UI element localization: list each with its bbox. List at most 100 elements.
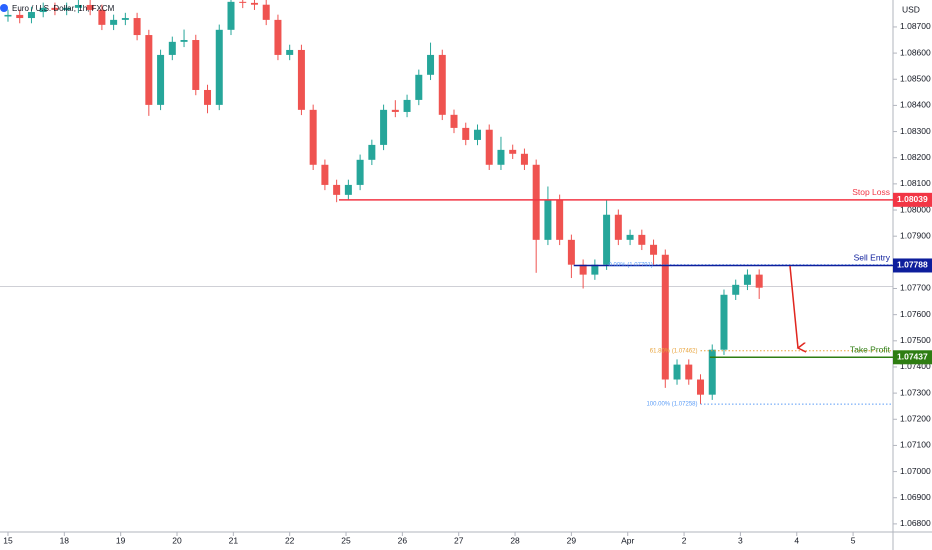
y-tick-label: 1.08100 xyxy=(900,178,931,188)
candle-body xyxy=(462,127,470,140)
level-price-tag xyxy=(893,258,932,273)
y-tick-label: 1.07100 xyxy=(900,440,931,450)
candle-body xyxy=(567,239,575,265)
candle-body xyxy=(145,35,153,105)
x-tick-label: 20 xyxy=(172,535,182,545)
candle-body xyxy=(121,18,129,20)
candle-body xyxy=(309,109,317,165)
x-tick-label: 2 xyxy=(682,535,687,545)
candle-body xyxy=(4,14,12,17)
candle-body xyxy=(98,9,106,25)
candle-body xyxy=(368,144,376,160)
candle-body xyxy=(720,294,728,350)
candle-body xyxy=(743,274,751,285)
x-tick-label: 21 xyxy=(229,535,239,545)
candle-body xyxy=(638,234,646,245)
y-tick-label: 1.08200 xyxy=(900,152,931,162)
x-tick-label: 4 xyxy=(794,535,799,545)
candle-body xyxy=(532,164,540,240)
y-tick-label: 1.06900 xyxy=(900,492,931,502)
candle-body xyxy=(591,264,599,275)
y-tick-label: 1.07600 xyxy=(900,309,931,319)
candle-body xyxy=(614,214,622,240)
y-tick-label: 1.08700 xyxy=(900,21,931,31)
level-label: Stop Loss xyxy=(852,187,890,197)
candle-body xyxy=(333,184,341,195)
candle-body xyxy=(755,274,763,288)
direction-arrow xyxy=(789,265,798,348)
fib-level-label: 100.00% (1.07258) xyxy=(646,402,697,408)
candle-body xyxy=(544,199,552,240)
candle-body xyxy=(520,153,528,165)
candle-body xyxy=(297,49,305,110)
candle-body xyxy=(626,234,634,240)
y-tick-label: 1.08600 xyxy=(900,47,931,57)
y-tick-label: 1.08300 xyxy=(900,126,931,136)
x-tick-label: 15 xyxy=(3,535,13,545)
candle-body xyxy=(39,7,47,13)
level-label: Sell Entry xyxy=(854,253,891,263)
candle-body xyxy=(403,99,411,112)
level-price-label: 1.07788 xyxy=(897,260,928,270)
candle-body xyxy=(157,54,165,105)
x-tick-label: 27 xyxy=(454,535,464,545)
candle-body xyxy=(204,89,212,105)
x-tick-label: 19 xyxy=(116,535,126,545)
candle-body xyxy=(274,19,282,55)
y-tick-label: 1.07200 xyxy=(900,414,931,424)
candle-body xyxy=(473,129,481,140)
candle-body xyxy=(732,284,740,295)
candle-body xyxy=(262,4,270,20)
chart-title: Euro / U.S. Dollar, 1h, FXCM xyxy=(12,4,115,13)
level-price-label: 1.07437 xyxy=(897,352,928,362)
x-tick-label: 3 xyxy=(738,535,743,545)
candle-body xyxy=(239,1,247,3)
y-tick-label: 1.07700 xyxy=(900,283,931,293)
x-tick-label: 25 xyxy=(341,535,351,545)
candle-body xyxy=(63,7,71,10)
candle-body xyxy=(133,18,141,36)
fib-level-label: 0.00% (1.07791) xyxy=(609,262,653,268)
candle-body xyxy=(697,379,705,395)
candle-body xyxy=(391,109,399,112)
candle-body xyxy=(74,4,82,8)
candle-body xyxy=(110,19,118,25)
candle-body xyxy=(497,149,505,165)
x-tick-label: 22 xyxy=(285,535,295,545)
candle-body xyxy=(192,40,200,90)
candle-body xyxy=(380,109,388,145)
x-tick-label: 18 xyxy=(60,535,70,545)
fib-level-label: 61.80% (1.07462) xyxy=(650,348,698,354)
level-price-tag xyxy=(893,350,932,365)
candle-body xyxy=(215,29,223,105)
y-tick-label: 1.07000 xyxy=(900,466,931,476)
y-tick-label: 1.07300 xyxy=(900,387,931,397)
candle-body xyxy=(438,54,446,115)
y-tick-label: 1.08400 xyxy=(900,100,931,110)
plot-area xyxy=(0,0,893,405)
currency-label: USD xyxy=(902,4,920,14)
candle-body xyxy=(603,214,611,265)
level-label: Take Profit xyxy=(850,345,891,355)
candle-body xyxy=(356,159,364,185)
candle-body xyxy=(51,7,59,10)
candle-body xyxy=(168,41,176,55)
candle-body xyxy=(250,2,258,5)
y-tick-label: 1.06800 xyxy=(900,518,931,528)
candle-body xyxy=(286,49,294,55)
candle-body xyxy=(427,54,435,75)
y-tick-label: 1.07900 xyxy=(900,230,931,240)
candle-body xyxy=(415,74,423,100)
candle-body xyxy=(661,254,669,380)
y-tick-label: 1.08500 xyxy=(900,74,931,84)
candle-body xyxy=(509,149,517,154)
candle-body xyxy=(27,12,35,19)
candle-body xyxy=(650,244,658,255)
candle-body xyxy=(180,40,188,42)
x-tick-label: 5 xyxy=(851,535,856,545)
candle-body xyxy=(485,129,493,165)
candle-body xyxy=(450,114,458,128)
